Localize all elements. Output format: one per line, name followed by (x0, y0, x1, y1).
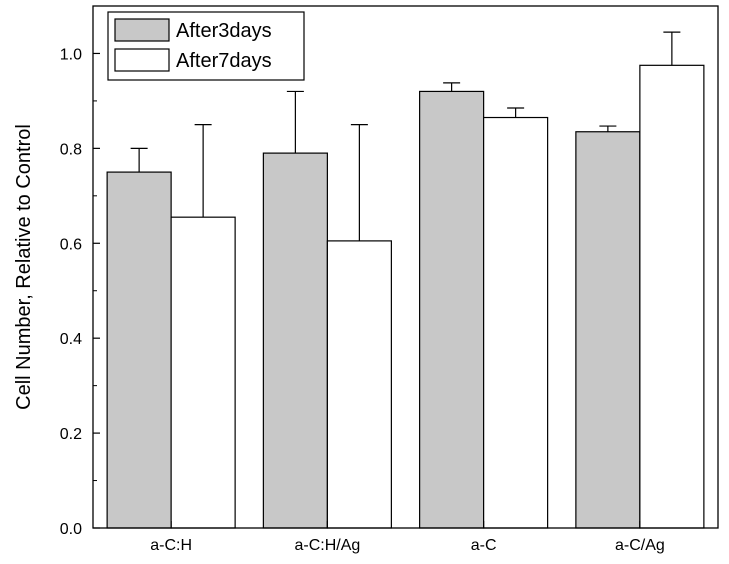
x-tick-label: a-C:H (150, 537, 192, 554)
y-axis-label: Cell Number, Relative to Control (13, 124, 35, 410)
bar-after7days-a-c-ag (639, 64, 705, 529)
y-tick-label: 0.6 (60, 236, 82, 253)
bar-after7days-a-c-h-ag (326, 240, 392, 529)
error-bars-layer (130, 31, 681, 241)
y-tick-label: 1.0 (60, 46, 82, 63)
legend-label: After7days (176, 50, 272, 72)
bar-after7days-a-c (483, 116, 549, 529)
bar-after3days-a-c-h (106, 171, 172, 529)
bar-after7days-a-c-h (170, 216, 236, 529)
x-tick-label: a-C (471, 537, 497, 554)
legend-label: After3days (176, 20, 272, 42)
plot-frame (92, 5, 719, 529)
y-axis: 0.0 0.2 0.4 0.6 0.8 1.0 (60, 46, 100, 538)
x-tick-label: a-C:H/Ag (294, 537, 360, 554)
x-axis: a-C:H a-C:H/Ag a-C a-C/Ag (150, 521, 665, 554)
bar-after3days-a-c-h-ag (262, 152, 328, 529)
legend: After3days After7days (107, 11, 305, 81)
x-tick-label: a-C/Ag (615, 537, 665, 554)
legend-swatch-after3days (114, 18, 170, 42)
y-tick-label: 0.4 (60, 331, 82, 348)
bar-after3days-a-c-ag (575, 131, 641, 529)
legend-swatch-after7days (114, 48, 170, 72)
y-tick-label: 0.8 (60, 141, 82, 158)
bars-layer (106, 64, 705, 529)
bar-after3days-a-c (419, 90, 485, 529)
y-tick-label: 0.0 (60, 521, 82, 538)
y-tick-label: 0.2 (60, 426, 82, 443)
